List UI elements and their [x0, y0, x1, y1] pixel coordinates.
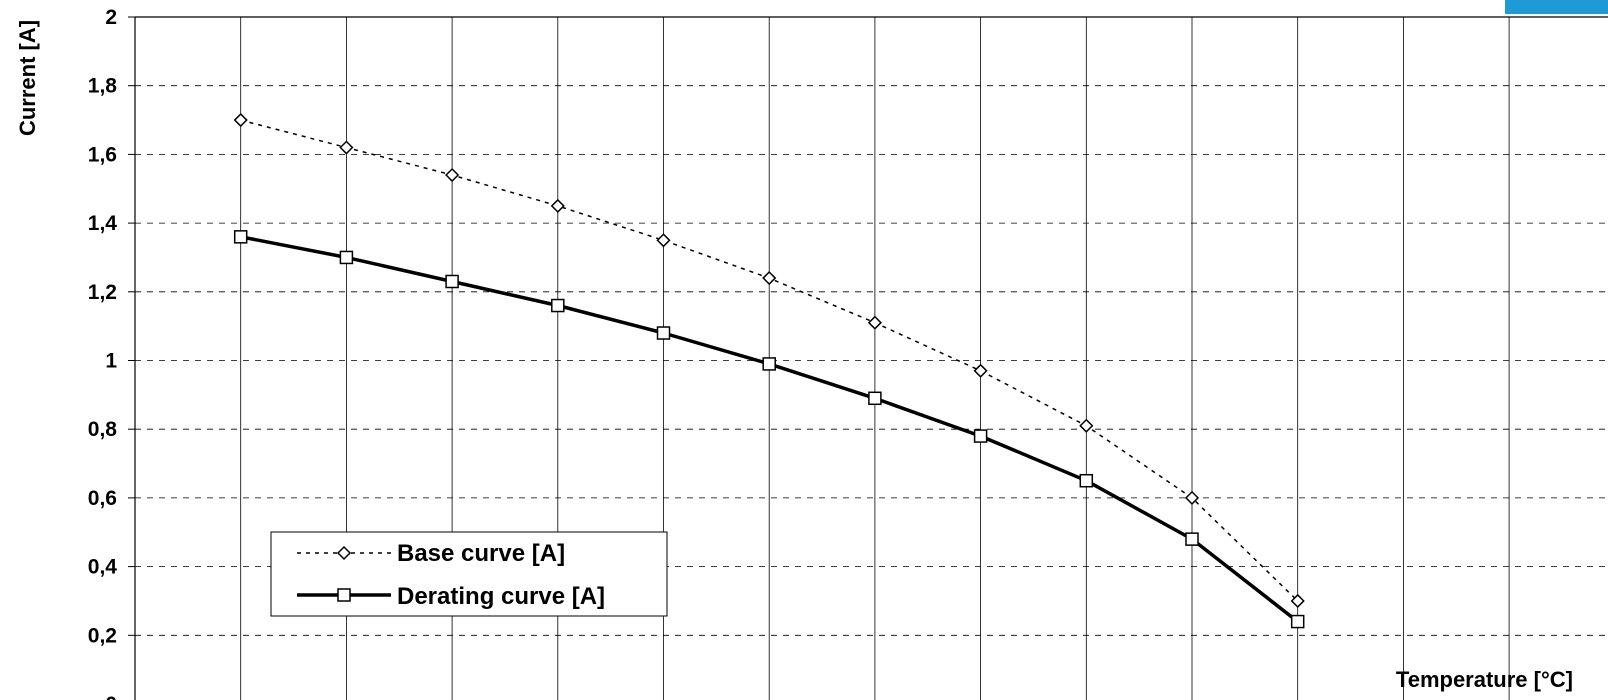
derating-curve-point [973, 429, 988, 443]
derating-curve-point [233, 230, 248, 244]
y-tick-label: 1,4 [88, 212, 118, 235]
y-tick-label: 1,6 [88, 143, 117, 166]
legend-derating-label: Derating curve [A] [397, 583, 605, 610]
derating-curve-point [339, 250, 354, 265]
base-curve-point [973, 363, 988, 378]
base-curve-point [233, 112, 248, 128]
derating-curve-point [868, 391, 882, 406]
base-curve-point [550, 198, 565, 213]
y-tick-label: 1,8 [88, 75, 118, 98]
base-curve-point [445, 167, 460, 183]
x-axis-title: Temperature [°C] [1396, 667, 1573, 692]
y-tick-label: 0,6 [88, 487, 117, 510]
derating-curve-point [656, 326, 671, 340]
base-curve-point [656, 233, 671, 248]
y-tick-label: 1 [105, 350, 117, 373]
y-tick-label: 0,2 [88, 624, 117, 647]
y-tick-label: 2 [105, 6, 117, 29]
corner-accent [1505, 0, 1608, 14]
y-axis-title: Current [A] [15, 20, 40, 136]
legend: Base curve [A] Derating curve [A] [270, 531, 668, 617]
y-tick-label: 0,4 [88, 556, 118, 579]
grid [128, 16, 1608, 700]
legend-derating-marker [337, 588, 351, 602]
y-tick-labels: 0 0,2 0,4 0,6 0,8 1 1,2 1,4 1,6 1,8 2 [88, 6, 118, 700]
legend-base-marker [336, 545, 352, 561]
y-tick-label: 0,8 [88, 418, 118, 441]
derating-curve-point [762, 357, 776, 371]
base-curve-point [1184, 490, 1200, 505]
derating-curve-point [1290, 614, 1305, 629]
derating-curve-point [551, 298, 565, 313]
y-tick-label: 0 [105, 693, 117, 700]
axes [134, 16, 1608, 700]
base-curve-point [1290, 593, 1305, 609]
legend-box [270, 531, 668, 617]
base-curve-point [762, 270, 777, 286]
base-curve-point [867, 315, 882, 330]
base-curve-point [1079, 418, 1094, 433]
base-curve-point [339, 140, 354, 155]
legend-base-label: Base curve [A] [397, 540, 565, 567]
y-tick-label: 1,2 [88, 281, 117, 304]
derating-curve-point [1079, 473, 1094, 488]
series-group [233, 112, 1305, 629]
derating-curve-point [1185, 532, 1199, 546]
derating-curve-point [445, 274, 459, 289]
